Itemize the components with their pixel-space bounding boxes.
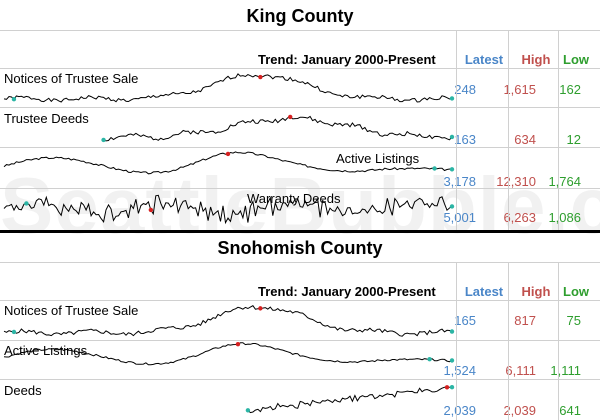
low-point-marker: [427, 356, 432, 362]
column-divider: [456, 30, 457, 230]
divider: [0, 147, 600, 148]
row-label: Trustee Deeds: [4, 111, 89, 126]
divider: [0, 188, 600, 189]
latest-point-marker: [449, 96, 455, 101]
divider: [0, 107, 600, 108]
low-value: 641: [559, 403, 581, 418]
column-divider: [456, 262, 457, 420]
divider: [0, 262, 600, 263]
latest-header: Latest: [464, 52, 504, 67]
latest-value: 2,039: [443, 403, 476, 418]
low-value: 12: [566, 132, 581, 147]
column-divider: [558, 30, 559, 230]
divider: [0, 30, 600, 31]
trend-sparkline: [247, 386, 453, 414]
trend-label: Trend: January 2000-Present: [258, 284, 436, 299]
low-point-marker: [11, 329, 17, 335]
high-value: 2,039: [503, 403, 536, 418]
row-label: Deeds: [4, 383, 42, 398]
row-label: Active Listings: [4, 343, 88, 358]
high-value: 12,310: [496, 174, 536, 189]
divider: [0, 340, 600, 341]
high-point-marker: [225, 151, 231, 157]
trend-sparkline: [3, 342, 453, 366]
trend-sparkline: [3, 73, 453, 103]
latest-point-marker: [449, 134, 455, 140]
high-point-marker: [235, 341, 241, 347]
low-header: Low: [563, 52, 589, 67]
high-header: High: [521, 52, 551, 67]
column-divider: [558, 262, 559, 420]
low-point-marker: [11, 97, 17, 102]
trend-sparkline: [103, 115, 453, 142]
low-value: 162: [559, 82, 581, 97]
trend-label: Trend: January 2000-Present: [258, 52, 436, 67]
latest-value: 1,524: [443, 363, 476, 378]
latest-point-marker: [449, 358, 455, 363]
high-point-marker: [444, 385, 450, 390]
low-header: Low: [563, 284, 589, 299]
latest-value: 165: [454, 313, 476, 328]
king-county-title: King County: [246, 6, 354, 26]
low-point-marker: [101, 137, 106, 143]
high-value: 634: [514, 132, 536, 147]
row-label: Notices of Trustee Sale: [4, 71, 139, 86]
latest-header: Latest: [464, 284, 504, 299]
latest-value: 248: [454, 82, 476, 97]
high-point-marker: [258, 306, 263, 311]
high-value: 6,111: [505, 363, 536, 378]
row-label: Active Listings: [336, 151, 420, 166]
high-value: 6,263: [503, 210, 536, 225]
low-point-marker: [245, 408, 251, 413]
low-value: 1,764: [548, 174, 581, 189]
latest-value: 5,001: [443, 210, 476, 225]
trend-sparkline: [3, 194, 453, 225]
low-value: 1,086: [548, 210, 581, 225]
high-point-marker: [148, 207, 154, 213]
county-separator: [0, 230, 600, 233]
high-point-marker: [288, 114, 293, 120]
latest-point-marker: [449, 167, 455, 172]
low-value: 75: [566, 313, 581, 328]
high-header: High: [521, 284, 551, 299]
snohomish-county-title: Snohomish County: [217, 238, 383, 258]
divider: [0, 379, 600, 380]
latest-value: 3,178: [443, 174, 476, 189]
divider: [0, 300, 600, 301]
latest-point-marker: [449, 204, 455, 209]
latest-point-marker: [449, 385, 455, 390]
low-point-marker: [432, 166, 437, 171]
low-point-marker: [24, 201, 29, 206]
divider: [0, 68, 600, 69]
row-label: Notices of Trustee Sale: [4, 303, 139, 318]
latest-value: 163: [454, 132, 476, 147]
latest-point-marker: [449, 329, 455, 334]
column-divider: [508, 30, 509, 230]
high-point-marker: [258, 74, 263, 80]
high-value: 1,615: [503, 82, 536, 97]
row-label: Warranty Deeds: [247, 191, 341, 206]
trend-sparkline: [3, 305, 453, 337]
high-value: 817: [514, 313, 536, 328]
column-divider: [508, 262, 509, 420]
